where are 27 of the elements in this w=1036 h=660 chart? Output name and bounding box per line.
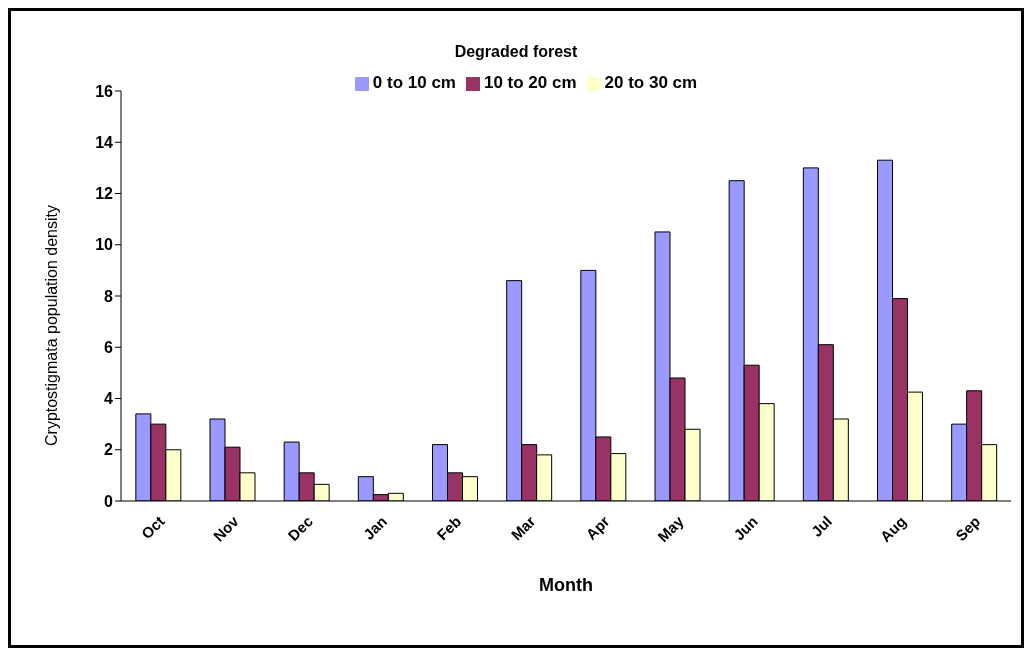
x-axis-title: Month xyxy=(539,575,593,595)
legend-label: 20 to 30 cm xyxy=(604,73,698,92)
legend-label: 10 to 20 cm xyxy=(483,73,577,92)
y-tick-label: 4 xyxy=(104,390,114,408)
x-tick-label: Dec xyxy=(284,512,316,545)
y-tick-label: 12 xyxy=(95,185,114,203)
y-tick-label: 0 xyxy=(104,492,114,510)
x-tick-label: Nov xyxy=(209,512,243,545)
x-tick-label: Mar xyxy=(507,512,539,544)
y-tick-label: 16 xyxy=(95,82,114,100)
x-tick-label: Aug xyxy=(876,512,910,546)
x-tick-label: Feb xyxy=(433,512,465,544)
y-tick-label: 8 xyxy=(104,287,114,305)
y-axis-title: Cryptostigmata population density xyxy=(42,204,60,446)
x-tick-label: Sep xyxy=(951,512,984,544)
y-tick-label: 14 xyxy=(95,133,114,151)
x-tick-label: Jan xyxy=(359,512,391,543)
y-tick-label: 2 xyxy=(104,441,114,459)
chart-title: Degraded forest xyxy=(453,43,579,61)
x-tick-label: Jun xyxy=(730,512,761,544)
x-tick-label: Jul xyxy=(807,512,836,540)
x-tick-label: May xyxy=(654,512,688,546)
y-tick-label: 10 xyxy=(95,236,114,254)
legend-label: 0 to 10 cm xyxy=(372,73,456,92)
y-tick-label: 6 xyxy=(104,338,114,356)
x-tick-label: Apr xyxy=(582,512,613,543)
x-tick-label: Oct xyxy=(137,512,168,543)
